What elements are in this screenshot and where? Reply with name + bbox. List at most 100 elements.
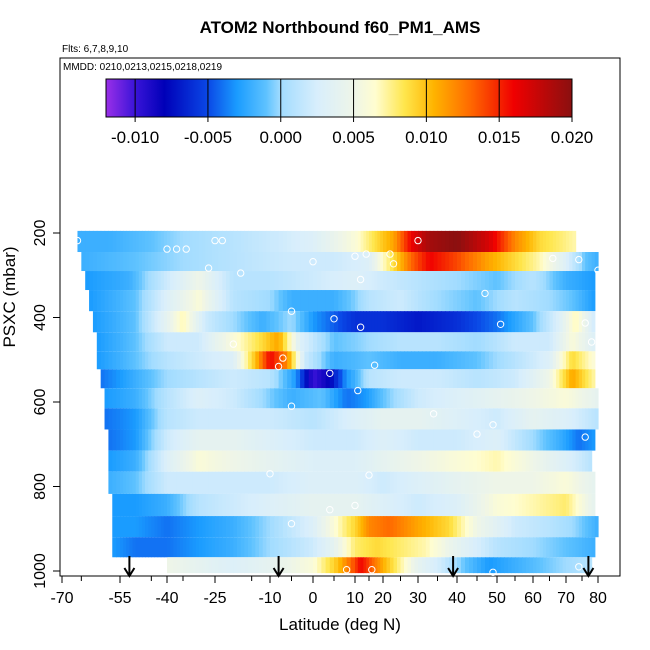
heatmap-cell (518, 311, 523, 333)
heatmap-cell (145, 408, 149, 430)
heatmap-cell (522, 557, 527, 574)
heatmap-cell (112, 429, 117, 451)
heatmap-cell (176, 230, 181, 253)
heatmap-cell (270, 290, 275, 312)
heatmap-cell (421, 290, 427, 312)
heatmap-cell (157, 351, 162, 370)
heatmap-cell (522, 311, 527, 333)
heatmap-cell (108, 429, 113, 451)
heatmap-cell (202, 408, 206, 430)
heatmap-cell (572, 230, 577, 253)
sample-marker (581, 319, 589, 327)
heatmap-cell (176, 271, 181, 291)
heatmap-cell (325, 429, 331, 451)
heatmap-cell (578, 450, 583, 472)
heatmap-cell (189, 429, 194, 451)
heatmap-cell (522, 369, 527, 389)
heatmap-cell (325, 311, 331, 333)
heatmap-cell (116, 493, 121, 517)
heatmap-cell (179, 516, 184, 538)
heatmap-cell (407, 230, 412, 253)
heatmap-cell (569, 516, 573, 538)
heatmap-cell (237, 493, 242, 517)
heatmap-cell (313, 351, 318, 370)
heatmap-cell (112, 351, 117, 370)
heatmap-cell (465, 230, 470, 253)
heatmap-cell (205, 537, 210, 558)
heatmap-cell (433, 450, 439, 472)
heatmap-cell (473, 516, 478, 538)
heatmap-cell (441, 271, 446, 291)
heatmap-band (89, 290, 596, 312)
heatmap-cell (552, 516, 557, 538)
heatmap-cell (218, 271, 223, 291)
heatmap-cell (112, 311, 117, 333)
heatmap-cell (237, 408, 242, 430)
heatmap-cell (386, 271, 391, 291)
heatmap-cell (108, 351, 113, 370)
heatmap-cell (363, 516, 367, 538)
heatmap-cell (511, 369, 516, 389)
heatmap-cell (229, 290, 234, 312)
heatmap-cell (195, 230, 200, 253)
heatmap-cell (350, 516, 356, 538)
heatmap-cell (522, 493, 527, 517)
heatmap-cell (266, 557, 271, 574)
heatmap-cell (116, 471, 121, 494)
heatmap-cell (350, 290, 356, 312)
heatmap-cell (374, 493, 378, 517)
heatmap-cell (546, 351, 551, 370)
heatmap-cell (342, 311, 348, 333)
heatmap-cell (183, 557, 187, 574)
heatmap-cell (481, 388, 486, 409)
heatmap-cell (116, 230, 121, 253)
heatmap-cell (123, 388, 127, 409)
heatmap-cell (433, 369, 439, 389)
heatmap-cell (192, 408, 197, 430)
heatmap-cell (369, 290, 373, 312)
heatmap-cell (329, 429, 335, 451)
heatmap-cell (536, 471, 541, 494)
heatmap-cell (278, 471, 284, 494)
heatmap-cell (81, 252, 86, 272)
heatmap-cell (542, 537, 547, 558)
heatmap-cell (539, 230, 544, 253)
heatmap-cell (334, 351, 339, 370)
heatmap-cell (160, 351, 165, 370)
heatmap-cell (108, 230, 113, 253)
sample-marker (496, 320, 505, 328)
heatmap-cell (346, 230, 352, 253)
heatmap-cell (141, 450, 146, 472)
heatmap-cell (226, 471, 231, 494)
heatmap-cell (291, 311, 297, 333)
heatmap-cell (186, 369, 190, 389)
heatmap-cell (369, 388, 373, 409)
heatmap-cell (132, 493, 137, 517)
heatmap-cell (360, 537, 364, 558)
heatmap-cell (170, 429, 174, 451)
heatmap-cell (192, 493, 197, 517)
heatmap-band (112, 537, 596, 558)
heatmap-cell (287, 388, 293, 409)
heatmap-cell (317, 271, 322, 291)
heatmap-cell (251, 516, 256, 538)
heatmap-cell (469, 369, 474, 389)
heatmap-cell (255, 537, 260, 558)
heatmap-cell (357, 388, 362, 409)
heatmap-cell (400, 537, 405, 558)
heatmap-cell (437, 252, 442, 272)
heatmap-cell (418, 332, 423, 352)
heatmap-cell (366, 252, 370, 272)
heatmap-cell (481, 557, 486, 574)
heatmap-cell (145, 471, 149, 494)
heatmap-cell (404, 332, 409, 352)
heatmap-cell (552, 311, 557, 333)
heatmap-cell (176, 429, 181, 451)
heatmap-cell (226, 271, 231, 291)
heatmap-cell (386, 332, 391, 352)
heatmap-cell (418, 557, 423, 574)
heatmap-cell (226, 351, 231, 370)
heatmap-cell (493, 230, 498, 253)
heatmap-cell (393, 311, 398, 333)
heatmap-cell (334, 311, 339, 333)
